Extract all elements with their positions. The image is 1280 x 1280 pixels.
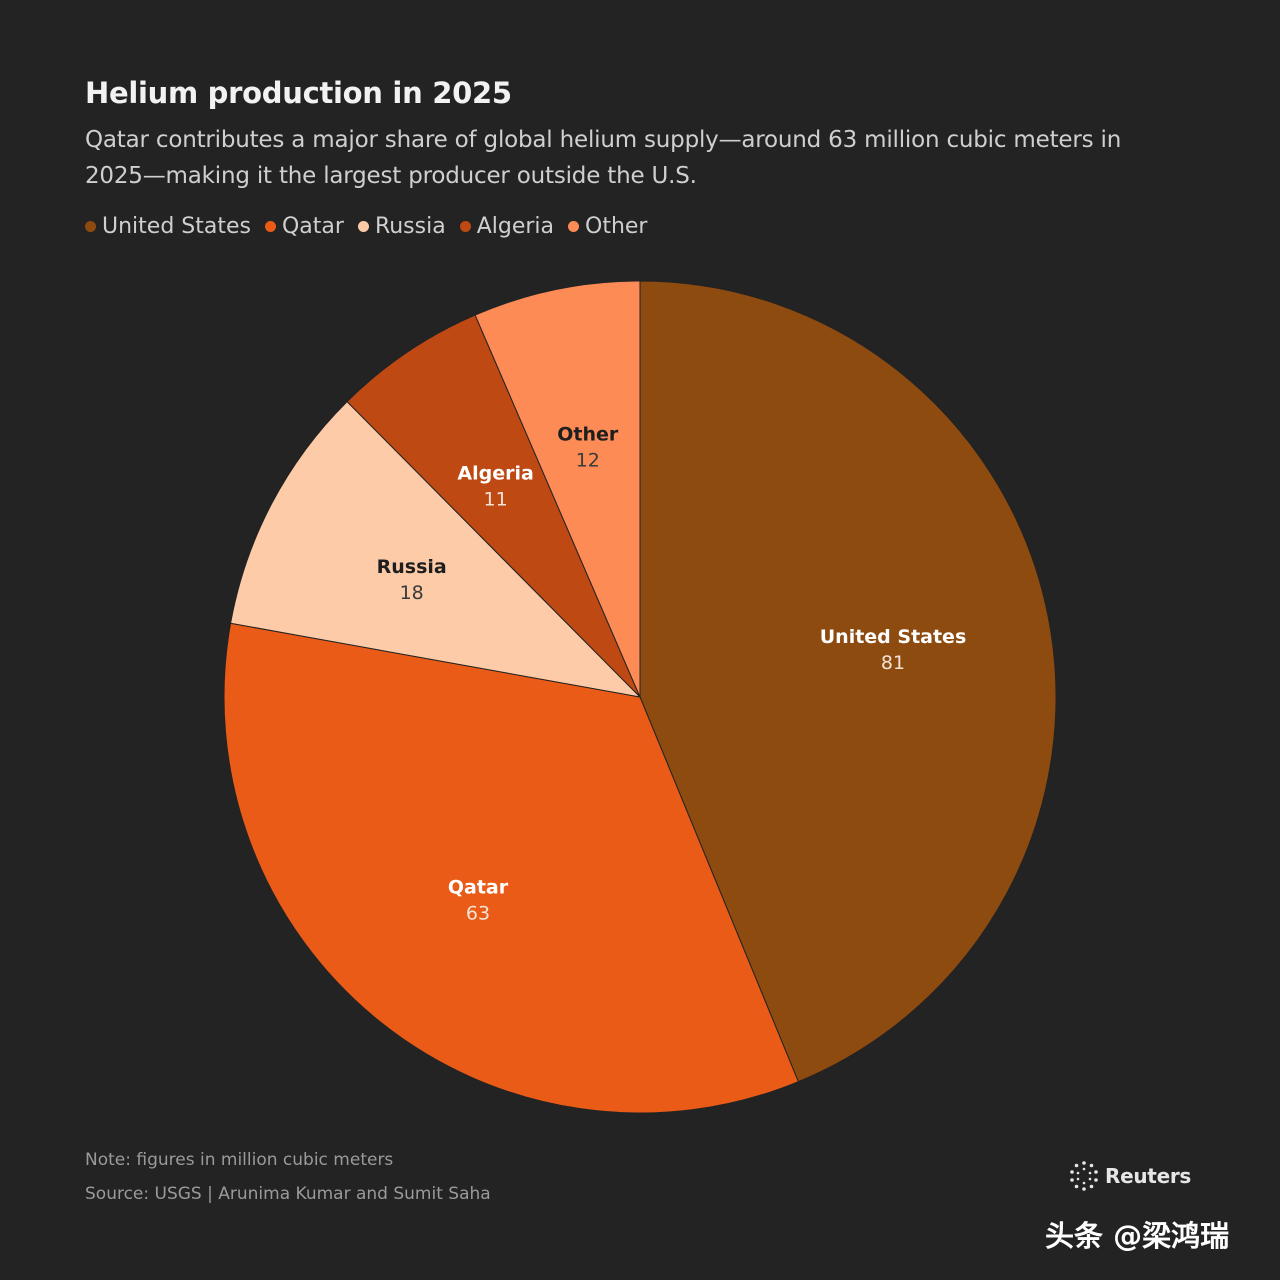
legend-swatch	[264, 221, 276, 232]
legend: United States Qatar Russia Algeria Other	[85, 214, 661, 239]
watermark: 头条 @梁鸿瑞	[1045, 1219, 1230, 1253]
legend-label: Russia	[374, 214, 446, 239]
chart-subtitle: Qatar contributes a major share of globa…	[85, 127, 1122, 189]
reuters-logo: Reuters	[1068, 1160, 1191, 1192]
slice-label: Other	[557, 423, 619, 445]
slice-label: Russia	[377, 556, 447, 578]
legend-item-russia: Russia	[357, 214, 446, 239]
legend-item-united-states: United States	[85, 214, 251, 239]
legend-label: Qatar	[281, 214, 344, 239]
pie-labels: United States 81 Qatar 63 Russia 18 Algeria 11 O…	[377, 423, 967, 924]
slice-value: 63	[466, 903, 490, 925]
slice-value: 11	[484, 488, 508, 510]
pie-slice-united-states	[639, 280, 1057, 1083]
legend-swatch	[85, 221, 96, 232]
legend-swatch	[459, 221, 471, 232]
legend-label: Other	[585, 214, 648, 239]
slice-label: Algeria	[457, 462, 533, 484]
pie-slice-other	[474, 280, 641, 698]
legend-swatch	[568, 221, 580, 232]
slice-value: 18	[400, 582, 424, 604]
slice-label: Qatar	[448, 877, 509, 899]
slice-value: 81	[881, 652, 905, 674]
chart-title: Helium production in 2025	[85, 76, 512, 110]
pie-slice-algeria	[346, 314, 641, 698]
pie-slice-russia	[230, 400, 642, 698]
source-line: Source: USGS | Arunima Kumar and Sumit S…	[85, 1184, 491, 1204]
legend-item-other: Other	[568, 214, 647, 239]
legend-item-algeria: Algeria	[459, 214, 555, 239]
footnote: Note: figures in million cubic meters	[85, 1150, 394, 1170]
pie-slices	[223, 280, 1057, 1114]
legend-swatch	[357, 221, 369, 232]
legend-label: Algeria	[476, 214, 555, 239]
legend-label: United States	[102, 214, 251, 239]
slice-label: United States	[820, 626, 967, 648]
legend-item-qatar: Qatar	[264, 214, 344, 239]
logo-label: Reuters	[1105, 1164, 1191, 1188]
slice-value: 12	[576, 449, 600, 471]
reuters-dot-ring-icon	[1070, 1161, 1098, 1191]
pie-slice-qatar	[223, 622, 800, 1114]
